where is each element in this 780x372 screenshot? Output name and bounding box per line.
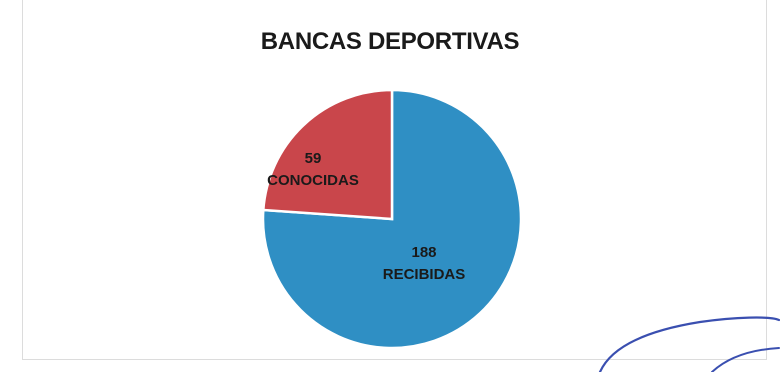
slice-category-label: CONOCIDAS — [267, 172, 359, 189]
pie-slice-conocidas — [261, 88, 394, 221]
slice-value-label: 188 — [411, 244, 436, 261]
slice-value-label: 59 — [305, 150, 322, 167]
pie-labels: 188 RECIBIDAS 59 CONOCIDAS — [267, 150, 465, 283]
pie-slices — [261, 88, 523, 350]
chart-frame — [22, 0, 767, 360]
slice-category-label: RECIBIDAS — [383, 266, 466, 283]
pie-slice-recibidas — [261, 88, 523, 350]
chart-title: BANCAS DEPORTIVAS — [260, 28, 520, 55]
